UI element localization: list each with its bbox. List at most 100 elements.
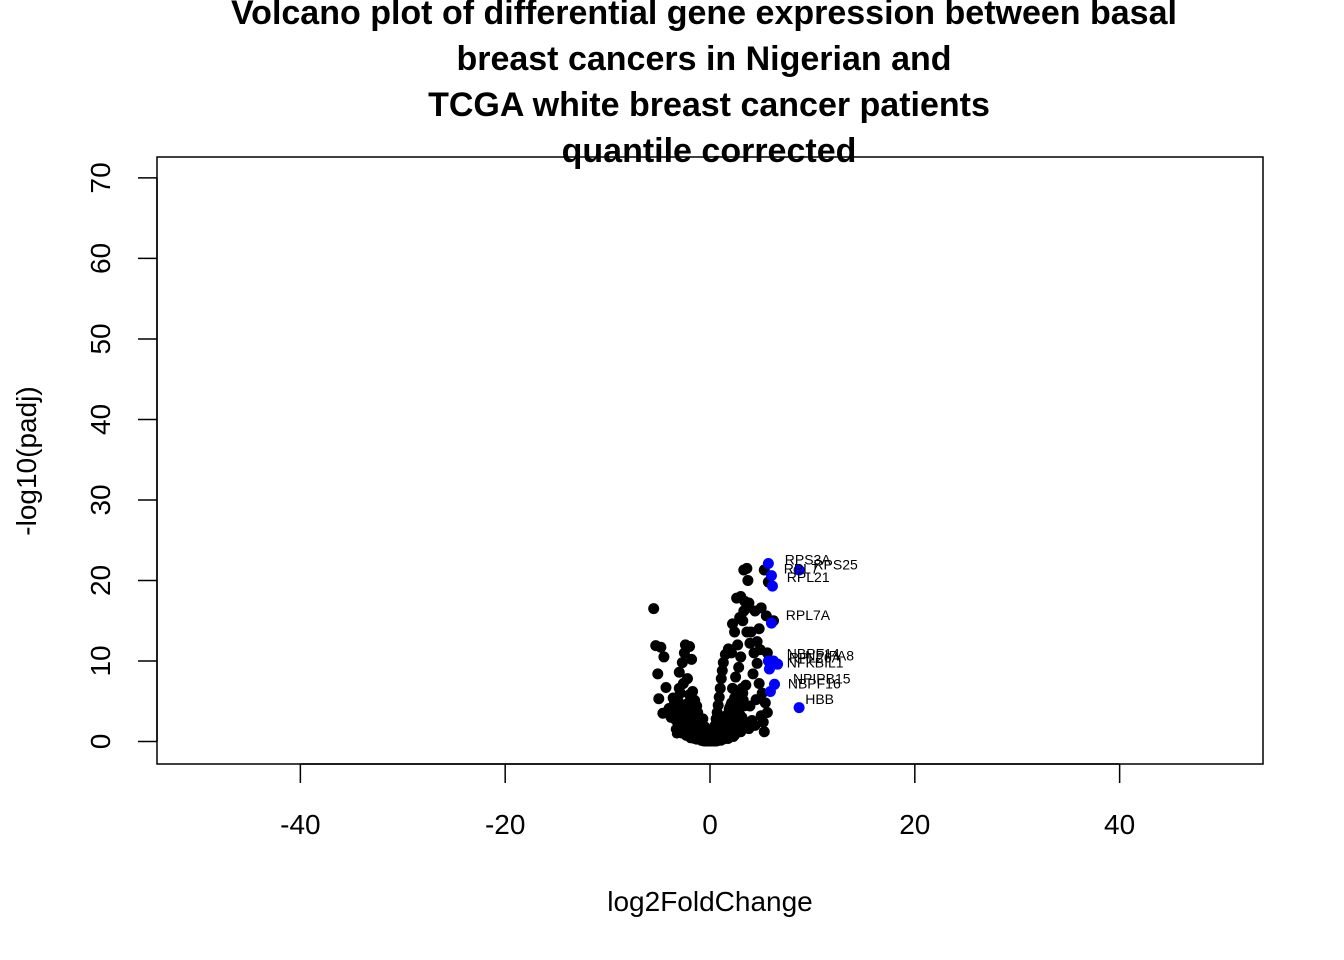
data-point [672, 695, 684, 707]
y-axis: 0 10 20 30 40 50 60 70 [85, 162, 158, 750]
y-tick-label: 40 [85, 404, 116, 435]
highlighted-point [793, 564, 805, 576]
data-point [741, 602, 753, 614]
data-point [729, 692, 741, 704]
gene-label: RPL21 [787, 569, 830, 585]
data-point [665, 711, 677, 723]
data-point [745, 626, 757, 638]
highlighted-point [765, 570, 777, 582]
gene-label: NPIPB15 [793, 671, 851, 687]
data-point [740, 679, 752, 691]
plot-frame [156, 156, 1264, 765]
data-point [712, 699, 724, 711]
data-point [753, 677, 765, 689]
highlighted-point [762, 558, 774, 570]
data-point [648, 603, 660, 615]
gene-label: HBB [805, 691, 834, 707]
data-point [686, 727, 698, 739]
data-point [691, 700, 703, 712]
data-point [732, 639, 744, 651]
data-point [673, 666, 685, 678]
y-tick-label: 20 [85, 565, 116, 596]
highlighted-point [765, 617, 777, 629]
data-point [735, 591, 747, 603]
data-point [726, 647, 738, 659]
data-point [724, 727, 736, 739]
data-point [686, 653, 698, 665]
chart-title: Volcano plot of differential gene expres… [231, 0, 1177, 170]
data-point [652, 668, 664, 680]
gene-label: RPL7 [784, 560, 819, 576]
data-point [751, 636, 763, 648]
y-tick-label: 50 [85, 323, 116, 354]
data-point [715, 673, 727, 685]
data-point [684, 640, 696, 652]
x-tick-label: -20 [485, 809, 525, 840]
title-line-2: breast cancers in Nigerian and [456, 40, 951, 78]
x-tick-label: 0 [702, 809, 718, 840]
data-point [751, 657, 763, 669]
gene-label: RPS3A [785, 552, 832, 568]
y-tick-label: 30 [85, 484, 116, 515]
data-point [681, 673, 693, 685]
data-point [713, 691, 725, 703]
y-tick-label: 10 [85, 645, 116, 676]
gene-label: NPIPA8 [805, 647, 854, 663]
data-point [758, 726, 770, 738]
title-line-1: Volcano plot of differential gene expres… [231, 0, 1177, 32]
data-point [714, 682, 726, 694]
data-point [731, 719, 743, 731]
data-point [739, 718, 751, 730]
data-point [684, 689, 696, 701]
data-point [747, 668, 759, 680]
data-point [720, 715, 732, 727]
y-axis-label: -log10(padj) [11, 386, 42, 535]
data-point [716, 665, 728, 677]
highlighted-point [763, 663, 775, 675]
data-point [716, 731, 728, 743]
data-point [730, 671, 742, 683]
data-point [737, 615, 749, 627]
gene-label: NFKBIL1 [787, 655, 844, 671]
data-point [676, 657, 688, 669]
data-point [742, 574, 754, 586]
highlighted-point [766, 580, 778, 592]
data-point [733, 661, 745, 673]
x-axis: -40 -20 0 20 40 [280, 763, 1135, 840]
gene-label: RPL26A [789, 650, 842, 666]
y-tick-label: 0 [85, 734, 116, 750]
gene-label: RPS25 [813, 556, 858, 572]
data-point [663, 702, 675, 714]
data-point [655, 641, 667, 653]
x-tick-label: 40 [1104, 809, 1135, 840]
data-point [723, 703, 735, 715]
title-line-4: quantile corrected [562, 132, 857, 170]
gene-label: NBPF14 [787, 646, 840, 662]
highlighted-point [764, 686, 776, 698]
gene-label: NBPF16 [788, 675, 841, 691]
x-tick-label: 20 [899, 809, 930, 840]
highlighted-point [793, 702, 805, 714]
data-point [679, 705, 691, 717]
data-point [727, 618, 739, 630]
x-tick-label: -40 [280, 809, 320, 840]
data-point [727, 682, 739, 694]
y-tick-label: 60 [85, 243, 116, 274]
data-point [653, 693, 665, 705]
data-point [750, 694, 762, 706]
data-point [755, 710, 767, 722]
x-axis-label: log2FoldChange [607, 886, 813, 917]
y-tick-label: 70 [85, 162, 116, 193]
title-line-3: TCGA white breast cancer patients [428, 86, 990, 124]
data-points [648, 558, 805, 747]
gene-label: RPL7A [786, 607, 831, 623]
data-point [694, 731, 706, 743]
data-point [735, 651, 747, 663]
data-point [741, 562, 753, 574]
data-point [660, 682, 672, 694]
data-point [658, 651, 670, 663]
highlighted-point [772, 658, 784, 670]
data-point [699, 721, 711, 733]
